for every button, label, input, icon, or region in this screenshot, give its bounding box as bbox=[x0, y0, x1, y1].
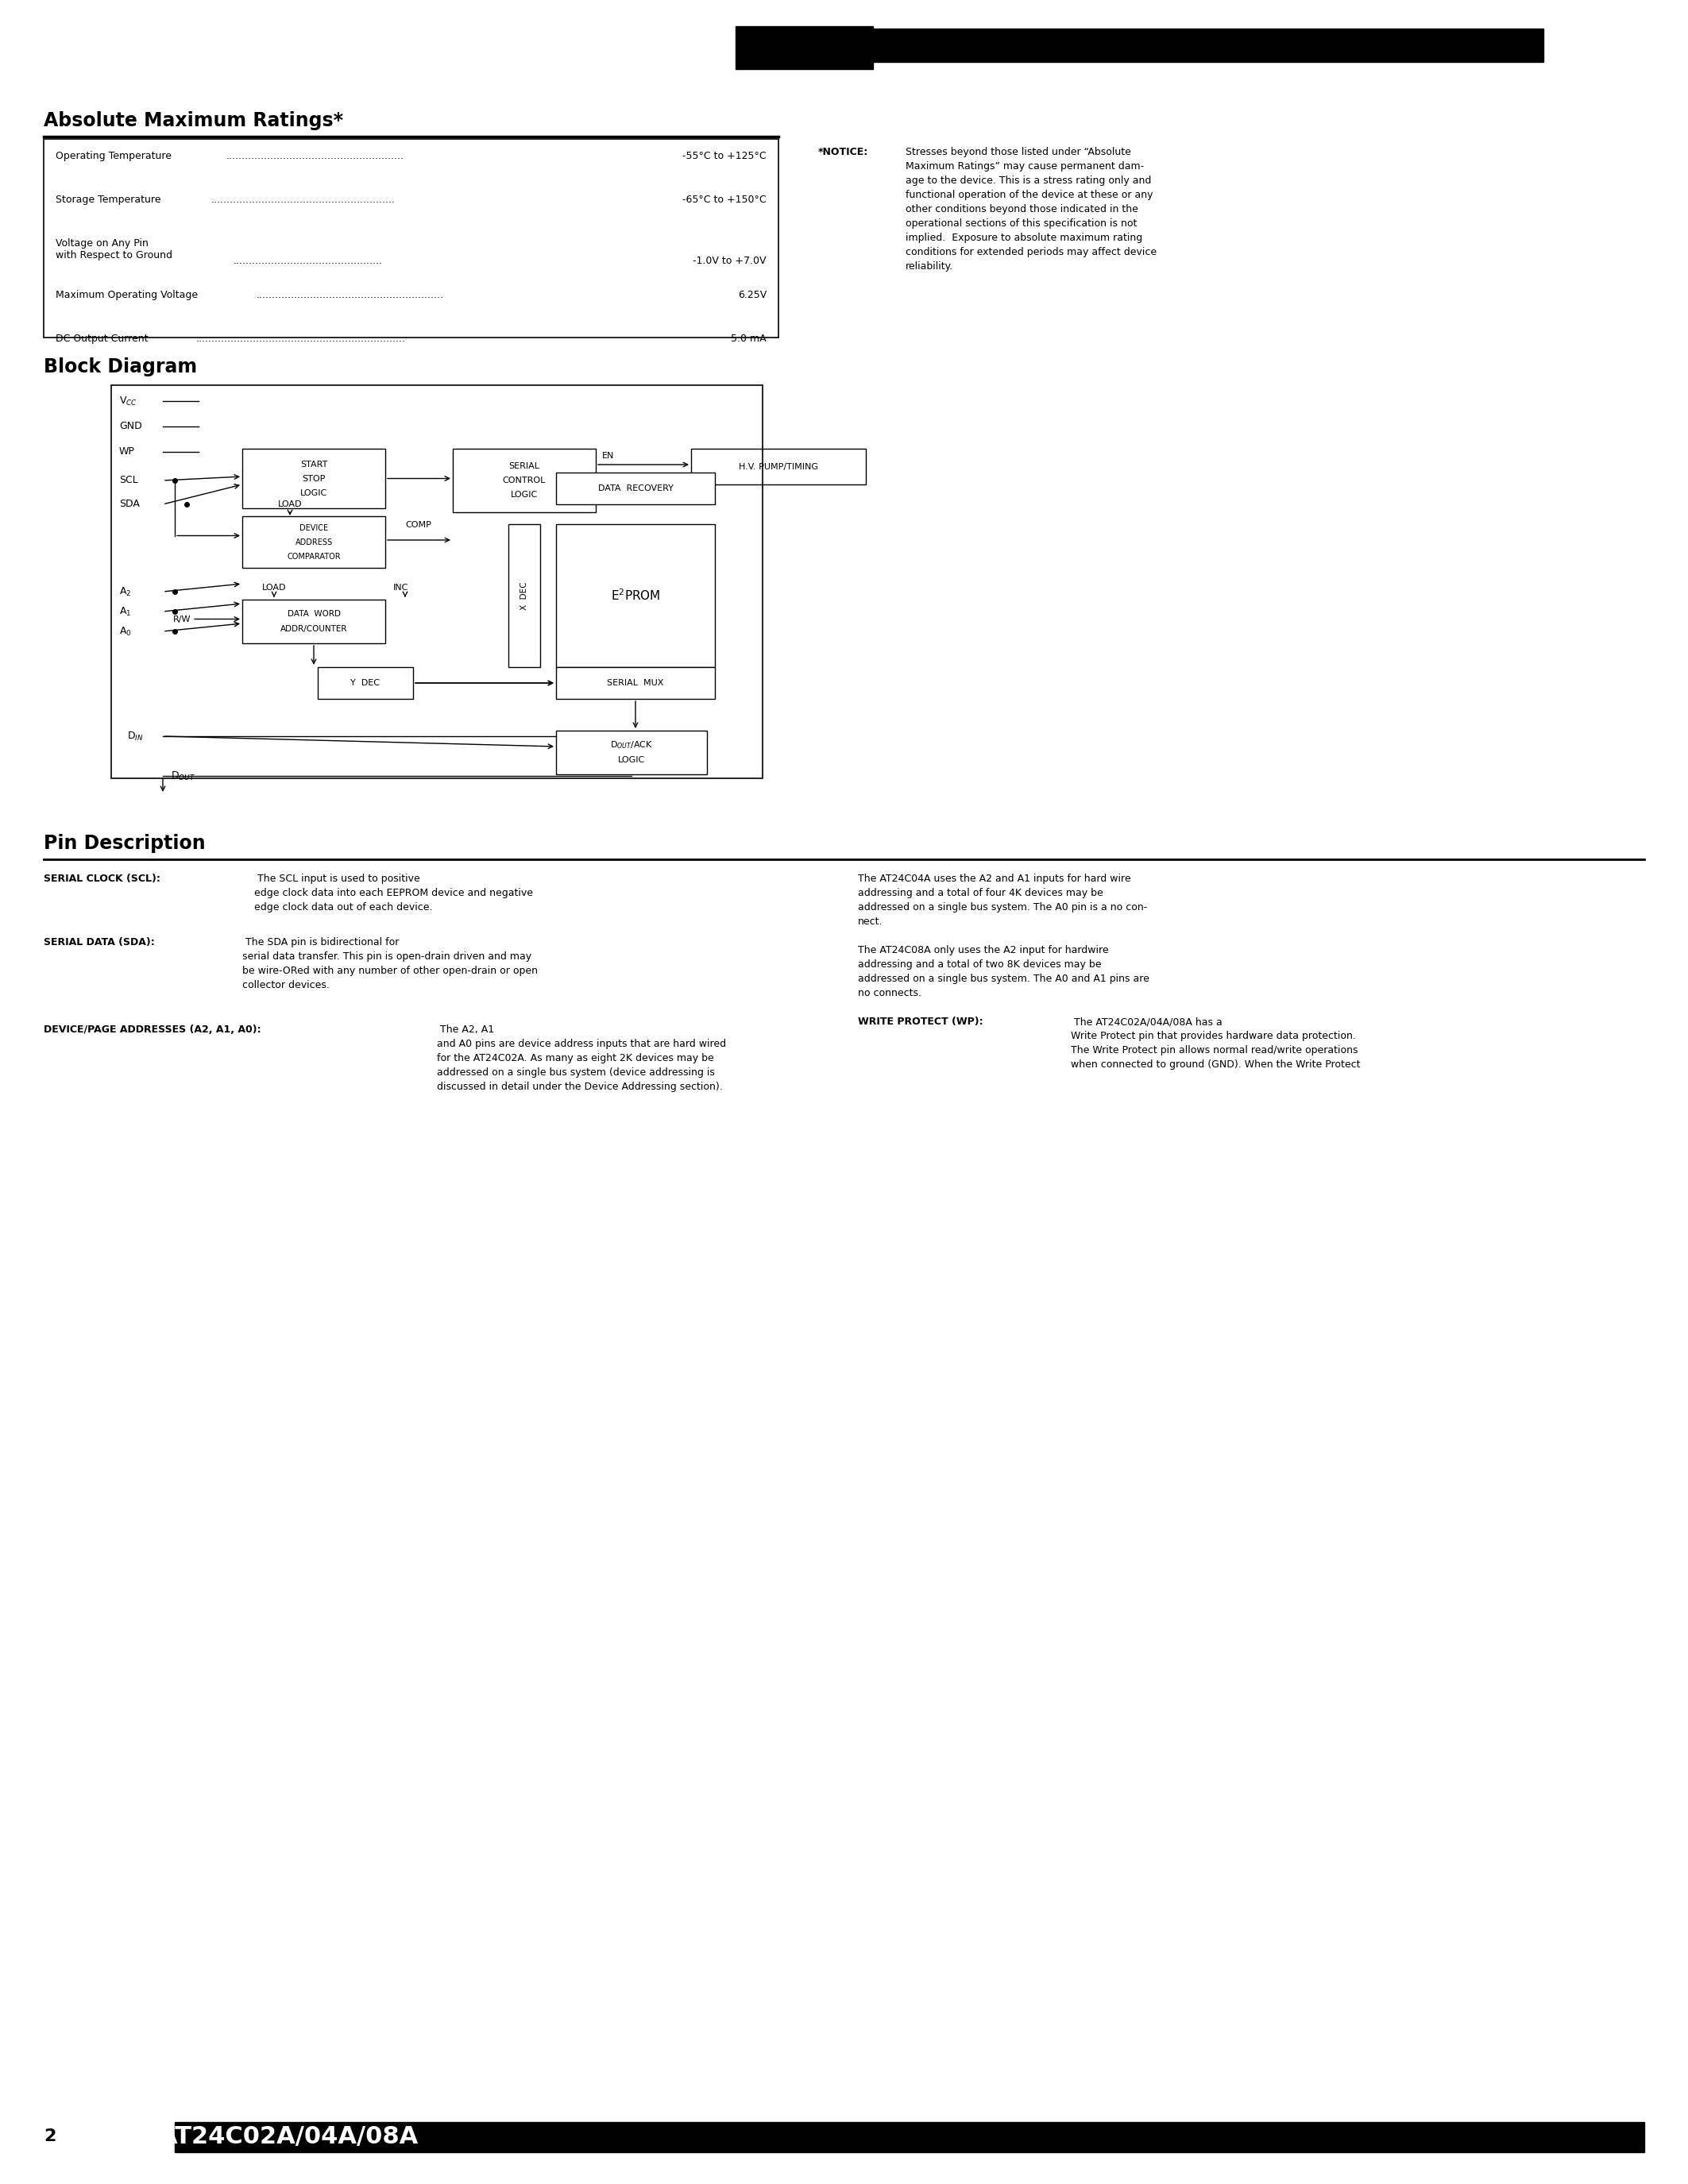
Text: STOP: STOP bbox=[302, 474, 326, 483]
Text: ...............................................: ........................................… bbox=[233, 256, 383, 266]
Text: V$_{CC}$: V$_{CC}$ bbox=[120, 395, 137, 406]
FancyBboxPatch shape bbox=[243, 601, 385, 644]
FancyBboxPatch shape bbox=[452, 448, 596, 513]
FancyBboxPatch shape bbox=[176, 2123, 1644, 2151]
Text: Block Diagram: Block Diagram bbox=[44, 358, 197, 376]
Text: LOGIC: LOGIC bbox=[618, 756, 645, 764]
FancyBboxPatch shape bbox=[555, 524, 716, 666]
Text: X  DEC: X DEC bbox=[520, 581, 528, 609]
Text: SERIAL DATA (SDA):: SERIAL DATA (SDA): bbox=[44, 937, 155, 948]
Text: Y  DEC: Y DEC bbox=[351, 679, 380, 688]
Text: A$_0$: A$_0$ bbox=[120, 625, 132, 638]
Text: DC Output Current: DC Output Current bbox=[56, 334, 149, 343]
Text: AT24C02A/04A/08A: AT24C02A/04A/08A bbox=[159, 2125, 419, 2147]
Text: Storage Temperature: Storage Temperature bbox=[56, 194, 160, 205]
Text: COMPARATOR: COMPARATOR bbox=[287, 553, 341, 561]
Text: ..........................................................: ........................................… bbox=[211, 194, 395, 205]
FancyBboxPatch shape bbox=[690, 448, 866, 485]
Text: *NOTICE:: *NOTICE: bbox=[819, 146, 868, 157]
FancyBboxPatch shape bbox=[555, 666, 716, 699]
Text: SERIAL: SERIAL bbox=[508, 463, 540, 470]
Text: The SDA pin is bidirectional for
serial data transfer. This pin is open-drain dr: The SDA pin is bidirectional for serial … bbox=[243, 937, 538, 989]
Text: Operating Temperature: Operating Temperature bbox=[56, 151, 172, 162]
Text: A$_1$: A$_1$ bbox=[120, 605, 132, 618]
Text: INC: INC bbox=[393, 583, 408, 592]
Text: The AT24C04A uses the A2 and A1 inputs for hard wire
addressing and a total of f: The AT24C04A uses the A2 and A1 inputs f… bbox=[858, 874, 1148, 926]
Text: E$^2$PROM: E$^2$PROM bbox=[611, 587, 660, 603]
FancyBboxPatch shape bbox=[868, 28, 1543, 61]
Text: -65°C to +150°C: -65°C to +150°C bbox=[682, 194, 766, 205]
Text: DEVICE/PAGE ADDRESSES (A2, A1, A0):: DEVICE/PAGE ADDRESSES (A2, A1, A0): bbox=[44, 1024, 262, 1035]
FancyBboxPatch shape bbox=[317, 666, 414, 699]
Text: DATA  WORD: DATA WORD bbox=[287, 609, 341, 618]
Text: A$_2$: A$_2$ bbox=[120, 585, 132, 598]
Text: 5.0 mA: 5.0 mA bbox=[731, 334, 766, 343]
Text: Maximum Operating Voltage: Maximum Operating Voltage bbox=[56, 290, 197, 299]
Text: R/W: R/W bbox=[172, 616, 191, 622]
Text: LOGIC: LOGIC bbox=[300, 489, 327, 496]
Text: ADDR/COUNTER: ADDR/COUNTER bbox=[280, 625, 348, 633]
FancyBboxPatch shape bbox=[555, 732, 707, 775]
Text: D$_{OUT}$: D$_{OUT}$ bbox=[170, 771, 196, 782]
FancyBboxPatch shape bbox=[555, 472, 716, 505]
Text: SERIAL CLOCK (SCL):: SERIAL CLOCK (SCL): bbox=[44, 874, 160, 885]
FancyBboxPatch shape bbox=[243, 448, 385, 509]
FancyBboxPatch shape bbox=[44, 140, 778, 339]
Text: -55°C to +125°C: -55°C to +125°C bbox=[682, 151, 766, 162]
Text: ATMEL: ATMEL bbox=[743, 33, 866, 63]
Text: SERIAL  MUX: SERIAL MUX bbox=[608, 679, 663, 688]
Text: ...........................................................: ........................................… bbox=[257, 290, 444, 299]
Text: Voltage on Any Pin
with Respect to Ground: Voltage on Any Pin with Respect to Groun… bbox=[56, 238, 172, 260]
Text: WP: WP bbox=[120, 448, 135, 456]
Text: 2: 2 bbox=[44, 2129, 56, 2145]
Text: START: START bbox=[300, 461, 327, 467]
Text: SCL: SCL bbox=[120, 476, 138, 485]
Text: DATA  RECOVERY: DATA RECOVERY bbox=[598, 485, 674, 491]
Text: 6.25V: 6.25V bbox=[738, 290, 766, 299]
Text: Absolute Maximum Ratings*: Absolute Maximum Ratings* bbox=[44, 111, 343, 131]
Text: H.V. PUMP/TIMING: H.V. PUMP/TIMING bbox=[739, 463, 819, 470]
Text: -1.0V to +7.0V: -1.0V to +7.0V bbox=[694, 256, 766, 266]
Text: DEVICE: DEVICE bbox=[299, 524, 327, 531]
Text: D$_{OUT}$/ACK: D$_{OUT}$/ACK bbox=[609, 740, 653, 751]
Text: SDA: SDA bbox=[120, 500, 140, 509]
FancyBboxPatch shape bbox=[508, 524, 540, 666]
Text: The A2, A1
and A0 pins are device address inputs that are hard wired
for the AT2: The A2, A1 and A0 pins are device addres… bbox=[437, 1024, 726, 1092]
Text: ADDRESS: ADDRESS bbox=[295, 537, 333, 546]
Text: D$_{IN}$: D$_{IN}$ bbox=[127, 729, 143, 743]
Text: CONTROL: CONTROL bbox=[503, 476, 545, 485]
Text: COMP: COMP bbox=[405, 522, 430, 529]
Text: The AT24C08A only uses the A2 input for hardwire
addressing and a total of two 8: The AT24C08A only uses the A2 input for … bbox=[858, 946, 1150, 998]
FancyBboxPatch shape bbox=[243, 515, 385, 568]
Text: The AT24C02A/04A/08A has a
Write Protect pin that provides hardware data protect: The AT24C02A/04A/08A has a Write Protect… bbox=[1070, 1016, 1361, 1070]
Text: LOAD: LOAD bbox=[279, 500, 302, 509]
Text: GND: GND bbox=[120, 422, 142, 432]
Text: LOGIC: LOGIC bbox=[511, 491, 538, 498]
Text: LOAD: LOAD bbox=[262, 583, 287, 592]
Text: The SCL input is used to positive
edge clock data into each EEPROM device and ne: The SCL input is used to positive edge c… bbox=[255, 874, 533, 913]
Text: ........................................................: ........................................… bbox=[226, 151, 403, 162]
Text: EN: EN bbox=[603, 452, 614, 461]
Text: WRITE PROTECT (WP):: WRITE PROTECT (WP): bbox=[858, 1016, 982, 1026]
Text: Stresses beyond those listed under “Absolute
Maximum Ratings” may cause permanen: Stresses beyond those listed under “Abso… bbox=[905, 146, 1156, 271]
Text: ..................................................................: ........................................… bbox=[196, 334, 405, 343]
Text: Pin Description: Pin Description bbox=[44, 834, 206, 854]
